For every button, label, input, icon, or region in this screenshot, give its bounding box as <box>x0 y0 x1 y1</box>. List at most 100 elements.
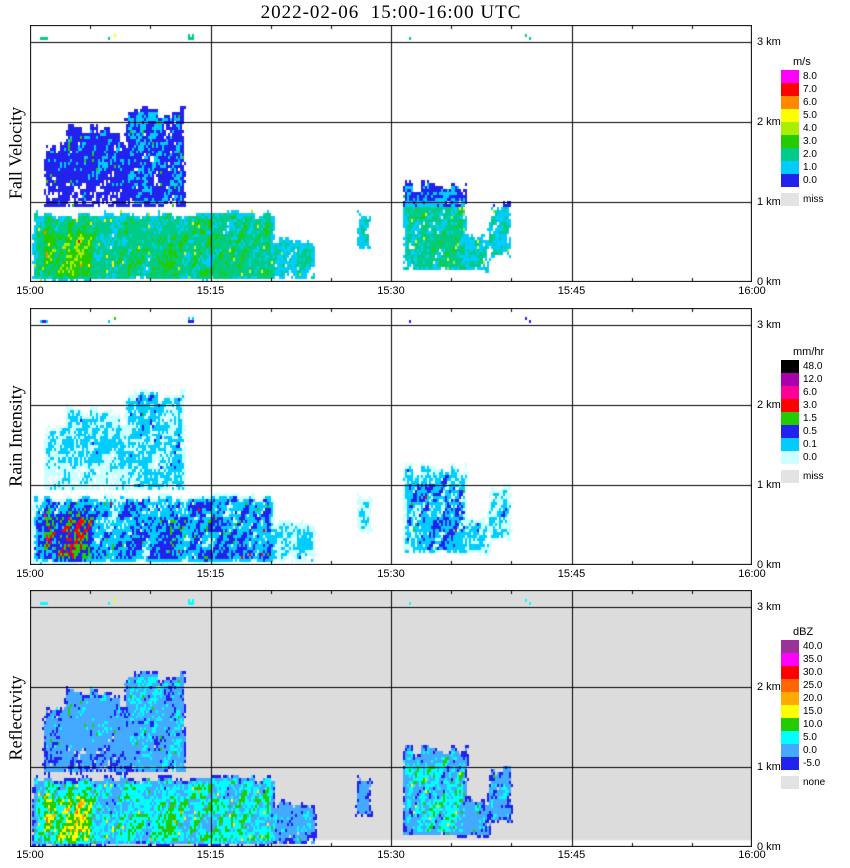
reflectivity-colorbar-label-15.0: 15.0 <box>803 706 823 717</box>
rain-intensity-colorbar-swatch-1.5 <box>781 412 799 425</box>
reflectivity-colorbar-label-10.0: 10.0 <box>803 719 823 730</box>
rain-intensity-colorbar-label-miss: miss <box>803 471 824 482</box>
fall-velocity-colorbar-swatch-3.0 <box>781 135 799 148</box>
reflectivity-heatmap <box>30 590 752 847</box>
reflectivity-colorbar-label-25.0: 25.0 <box>803 680 823 691</box>
fall-velocity-colorbar-label-miss: miss <box>803 194 824 205</box>
rain-intensity-colorbar-label-6.0: 6.0 <box>803 387 817 398</box>
reflectivity-x-tick-15:45: 15:45 <box>557 849 586 861</box>
reflectivity-x-ticks: 15:00 15:15 15:30 15:45 16:00 <box>16 849 766 863</box>
fall-velocity-x-tick-16:00: 16:00 <box>738 285 766 297</box>
fall-velocity-y-tick-3km: 3 km <box>757 36 781 48</box>
reflectivity-colorbar-swatch-40.0 <box>781 640 799 653</box>
reflectivity-colorbar-swatch-30.0 <box>781 666 799 679</box>
fall-velocity-colorbar-label-3.0: 3.0 <box>803 136 817 147</box>
rain-intensity-y-tick-0km: 0 km <box>757 559 781 571</box>
rain-intensity-x-tick-16:00: 16:00 <box>738 568 766 580</box>
fall-velocity-axis-title: Fall Velocity <box>5 106 26 200</box>
rain-intensity-colorbar-label-48.0: 48.0 <box>803 361 823 372</box>
rain-intensity-y-ticks: 0 km 1 km 2 km 3 km <box>757 308 799 571</box>
reflectivity-x-tick-15:00: 15:00 <box>16 849 44 861</box>
rain-intensity-heatmap <box>30 308 752 565</box>
reflectivity-colorbar-swatch-0.0 <box>781 744 799 757</box>
rain-intensity-colorbar-label-12.0: 12.0 <box>803 374 823 385</box>
reflectivity-x-tick-15:30: 15:30 <box>377 849 405 861</box>
reflectivity-colorbar-swatch-25.0 <box>781 679 799 692</box>
fall-velocity-x-tick-15:45: 15:45 <box>557 285 586 297</box>
reflectivity-colorbar-label-0.0: 0.0 <box>803 745 817 756</box>
fall-velocity-y-tick-2km: 2 km <box>757 116 781 128</box>
fall-velocity-x-ticks: 15:00 15:15 15:30 15:45 16:00 <box>16 285 766 299</box>
fall-velocity-y-tick-1km: 1 km <box>757 196 781 208</box>
reflectivity-colorbar-swatch-15.0 <box>781 705 799 718</box>
fall-velocity-y-tick-0km: 0 km <box>757 276 781 288</box>
page-title: 2022-02-06 15:00-16:00 UTC <box>260 2 522 23</box>
reflectivity-y-tick-1km: 1 km <box>757 761 781 773</box>
fall-velocity-x-tick-15:15: 15:15 <box>196 285 225 297</box>
reflectivity-colorbar-label-5.0: 5.0 <box>803 732 817 743</box>
rain-intensity-x-tick-15:30: 15:30 <box>377 568 405 580</box>
reflectivity-axis-title: Reflectivity <box>5 675 26 761</box>
reflectivity-colorbar-swatch-35.0 <box>781 653 799 666</box>
reflectivity-colorbar-swatch--5.0 <box>781 757 799 770</box>
reflectivity-colorbar-swatch-20.0 <box>781 692 799 705</box>
fall-velocity-colorbar-label-6.0: 6.0 <box>803 97 817 108</box>
reflectivity-x-tick-15:15: 15:15 <box>196 849 225 861</box>
rain-intensity-colorbar-swatch-miss <box>781 470 799 483</box>
fall-velocity-colorbar-label-2.0: 2.0 <box>803 149 817 160</box>
rain-intensity-x-ticks: 15:00 15:15 15:30 15:45 16:00 <box>16 568 766 582</box>
fall-velocity-colorbar-label-1.0: 1.0 <box>803 162 817 173</box>
rain-intensity-colorbar-label-1.5: 1.5 <box>803 413 817 424</box>
rain-intensity-y-tick-2km: 2 km <box>757 399 781 411</box>
reflectivity-y-ticks: 0 km 1 km 2 km 3 km <box>757 590 799 853</box>
reflectivity-colorbar-label-35.0: 35.0 <box>803 654 823 665</box>
fall-velocity-colorbar-label-7.0: 7.0 <box>803 84 817 95</box>
fall-velocity-colorbar-swatch-4.0 <box>781 122 799 135</box>
fall-velocity-colorbar-swatch-6.0 <box>781 96 799 109</box>
rain-intensity-colorbar-label-3.0: 3.0 <box>803 400 817 411</box>
fall-velocity-colorbar-swatch-7.0 <box>781 83 799 96</box>
reflectivity-colorbar-swatch-5.0 <box>781 731 799 744</box>
reflectivity-y-tick-3km: 3 km <box>757 601 781 613</box>
rain-intensity-colorbar-swatch-12.0 <box>781 373 799 386</box>
fall-velocity-colorbar-swatch-2.0 <box>781 148 799 161</box>
rain-intensity-unit-label: mm/hr <box>793 346 825 358</box>
fall-velocity-colorbar-swatch-miss <box>781 193 799 206</box>
rain-intensity-colorbar-swatch-0.0 <box>781 451 799 464</box>
reflectivity-colorbar-label-20.0: 20.0 <box>803 693 823 704</box>
fall-velocity-y-ticks: 0 km 1 km 2 km 3 km <box>757 25 799 288</box>
fall-velocity-colorbar-swatch-8.0 <box>781 70 799 83</box>
reflectivity-colorbar-label-none: none <box>803 777 826 788</box>
fall-velocity-heatmap <box>30 25 752 282</box>
rain-intensity-axis-title: Rain Intensity <box>5 385 26 487</box>
reflectivity-unit-label: dBZ <box>793 626 814 638</box>
fall-velocity-colorbar-swatch-5.0 <box>781 109 799 122</box>
rain-intensity-colorbar-swatch-0.5 <box>781 425 799 438</box>
fall-velocity-colorbar-label-5.0: 5.0 <box>803 110 817 121</box>
rain-intensity-colorbar-label-0.1: 0.1 <box>803 439 817 450</box>
fall-velocity-colorbar-swatch-1.0 <box>781 161 799 174</box>
fall-velocity-colorbar-label-0.0: 0.0 <box>803 175 817 186</box>
fall-velocity-colorbar-label-8.0: 8.0 <box>803 71 817 82</box>
rain-intensity-x-tick-15:45: 15:45 <box>557 568 586 580</box>
rain-intensity-colorbar-label-0.0: 0.0 <box>803 452 817 463</box>
rain-intensity-y-tick-3km: 3 km <box>757 319 781 331</box>
fall-velocity-colorbar-swatch-0.0 <box>781 174 799 187</box>
fall-velocity-unit-label: m/s <box>793 56 811 68</box>
reflectivity-colorbar-label-40.0: 40.0 <box>803 641 823 652</box>
reflectivity-colorbar-label-30.0: 30.0 <box>803 667 823 678</box>
fall-velocity-x-tick-15:30: 15:30 <box>377 285 405 297</box>
rain-intensity-x-tick-15:15: 15:15 <box>196 568 225 580</box>
reflectivity-colorbar-swatch-none <box>781 776 799 789</box>
reflectivity-colorbar-label--5.0: -5.0 <box>803 758 821 769</box>
reflectivity-y-tick-2km: 2 km <box>757 681 781 693</box>
reflectivity-colorbar-swatch-10.0 <box>781 718 799 731</box>
rain-intensity-y-tick-1km: 1 km <box>757 479 781 491</box>
rain-intensity-colorbar-swatch-0.1 <box>781 438 799 451</box>
reflectivity-x-tick-16:00: 16:00 <box>738 849 766 861</box>
fall-velocity-x-tick-15:00: 15:00 <box>16 285 44 297</box>
rain-intensity-colorbar-swatch-48.0 <box>781 360 799 373</box>
rain-intensity-x-tick-15:00: 15:00 <box>16 568 44 580</box>
fall-velocity-colorbar-label-4.0: 4.0 <box>803 123 817 134</box>
